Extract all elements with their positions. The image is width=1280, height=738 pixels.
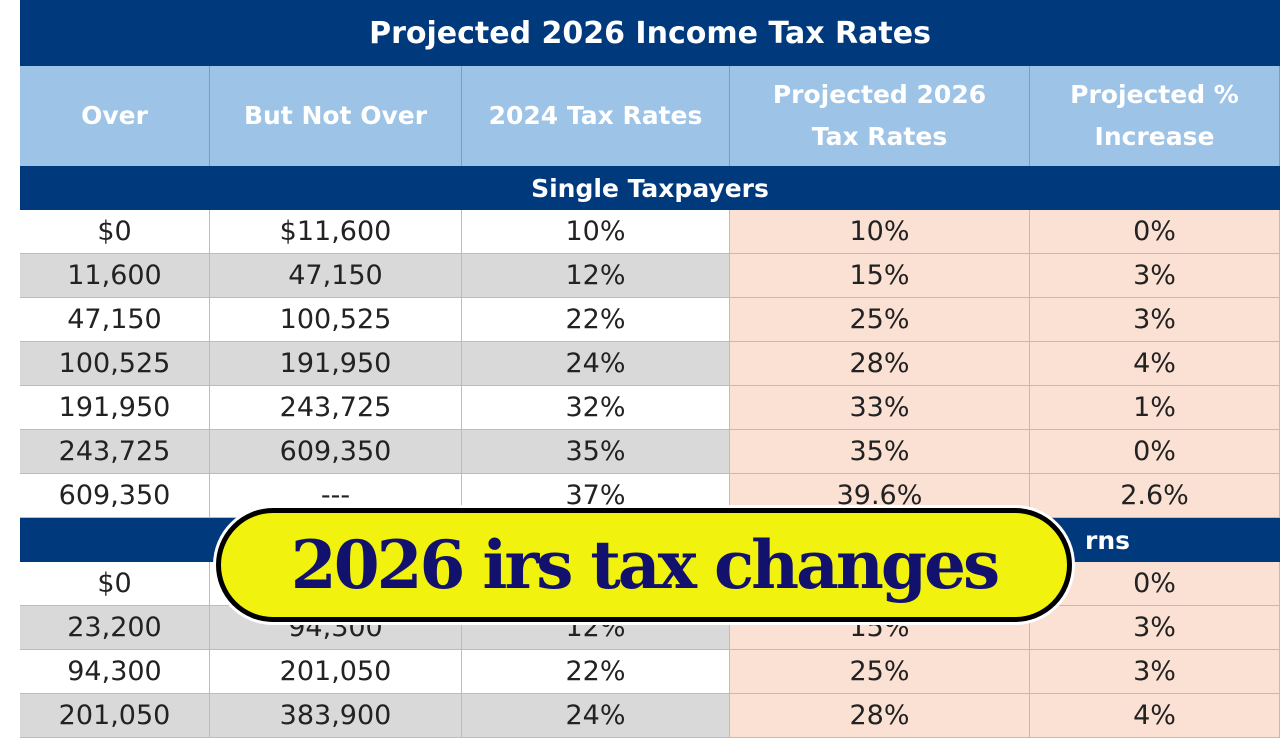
table-cell: 10% [730, 210, 1030, 254]
table-cell: 12% [462, 254, 730, 298]
table-cell: 609,350 [20, 474, 210, 518]
table-row: 47,150 100,525 22% 25% 3% [20, 298, 1280, 342]
header-but-not-over: But Not Over [210, 66, 462, 166]
table-cell: 22% [462, 298, 730, 342]
table-row: 11,600 47,150 12% 15% 3% [20, 254, 1280, 298]
table-cell: 47,150 [20, 298, 210, 342]
table-row: 191,950 243,725 32% 33% 1% [20, 386, 1280, 430]
header-over: Over [20, 66, 210, 166]
table-cell: $0 [20, 210, 210, 254]
table-cell: 3% [1030, 254, 1280, 298]
table-cell: 3% [1030, 606, 1280, 650]
banner-text: 2026 irs tax changes [290, 526, 1000, 604]
table-row: 94,300 201,050 22% 25% 3% [20, 650, 1280, 694]
table-cell: 3% [1030, 650, 1280, 694]
table-cell: 100,525 [20, 342, 210, 386]
table-cell: 28% [730, 694, 1030, 738]
table-cell: 33% [730, 386, 1030, 430]
table-cell: 0% [1030, 210, 1280, 254]
table-cell: 35% [462, 430, 730, 474]
header-2026-rates: Projected 2026 Tax Rates [730, 66, 1030, 166]
table-cell: 47,150 [210, 254, 462, 298]
table-row: 100,525 191,950 24% 28% 4% [20, 342, 1280, 386]
table-row: $0 $11,600 10% 10% 0% [20, 210, 1280, 254]
table-cell: 4% [1030, 694, 1280, 738]
table-cell: $11,600 [210, 210, 462, 254]
table-cell: 191,950 [210, 342, 462, 386]
table-cell: 3% [1030, 298, 1280, 342]
title-banner: 2026 irs tax changes [216, 508, 1072, 622]
table-cell: 24% [462, 694, 730, 738]
table-cell: 243,725 [210, 386, 462, 430]
header-increase: Projected % Increase [1030, 66, 1280, 166]
section-header: Single Taxpayers [20, 166, 1280, 210]
header-2024-rates: 2024 Tax Rates [462, 66, 730, 166]
table-cell: 243,725 [20, 430, 210, 474]
table-cell: 25% [730, 298, 1030, 342]
column-headers: Over But Not Over 2024 Tax Rates Project… [20, 66, 1280, 166]
table-row: 201,050 383,900 24% 28% 4% [20, 694, 1280, 738]
table-cell: 383,900 [210, 694, 462, 738]
table-cell: 10% [462, 210, 730, 254]
table-cell: 201,050 [210, 650, 462, 694]
table-cell: 191,950 [20, 386, 210, 430]
table-cell: 609,350 [210, 430, 462, 474]
table-cell: 1% [1030, 386, 1280, 430]
table-row: 243,725 609,350 35% 35% 0% [20, 430, 1280, 474]
table-title: Projected 2026 Income Tax Rates [20, 0, 1280, 66]
table-cell: $0 [20, 562, 210, 606]
table-cell: 201,050 [20, 694, 210, 738]
table-cell: 24% [462, 342, 730, 386]
table-cell: 0% [1030, 430, 1280, 474]
table-cell: 28% [730, 342, 1030, 386]
table-cell: 35% [730, 430, 1030, 474]
table-cell: 4% [1030, 342, 1280, 386]
table-cell: 25% [730, 650, 1030, 694]
table-cell: 100,525 [210, 298, 462, 342]
tax-rate-table: Projected 2026 Income Tax Rates Over But… [20, 0, 1280, 738]
table-cell: 23,200 [20, 606, 210, 650]
table-cell: 15% [730, 254, 1030, 298]
table-cell: 11,600 [20, 254, 210, 298]
table-cell: 32% [462, 386, 730, 430]
table-cell: 94,300 [20, 650, 210, 694]
table-cell: 22% [462, 650, 730, 694]
table-cell: 2.6% [1030, 474, 1280, 518]
